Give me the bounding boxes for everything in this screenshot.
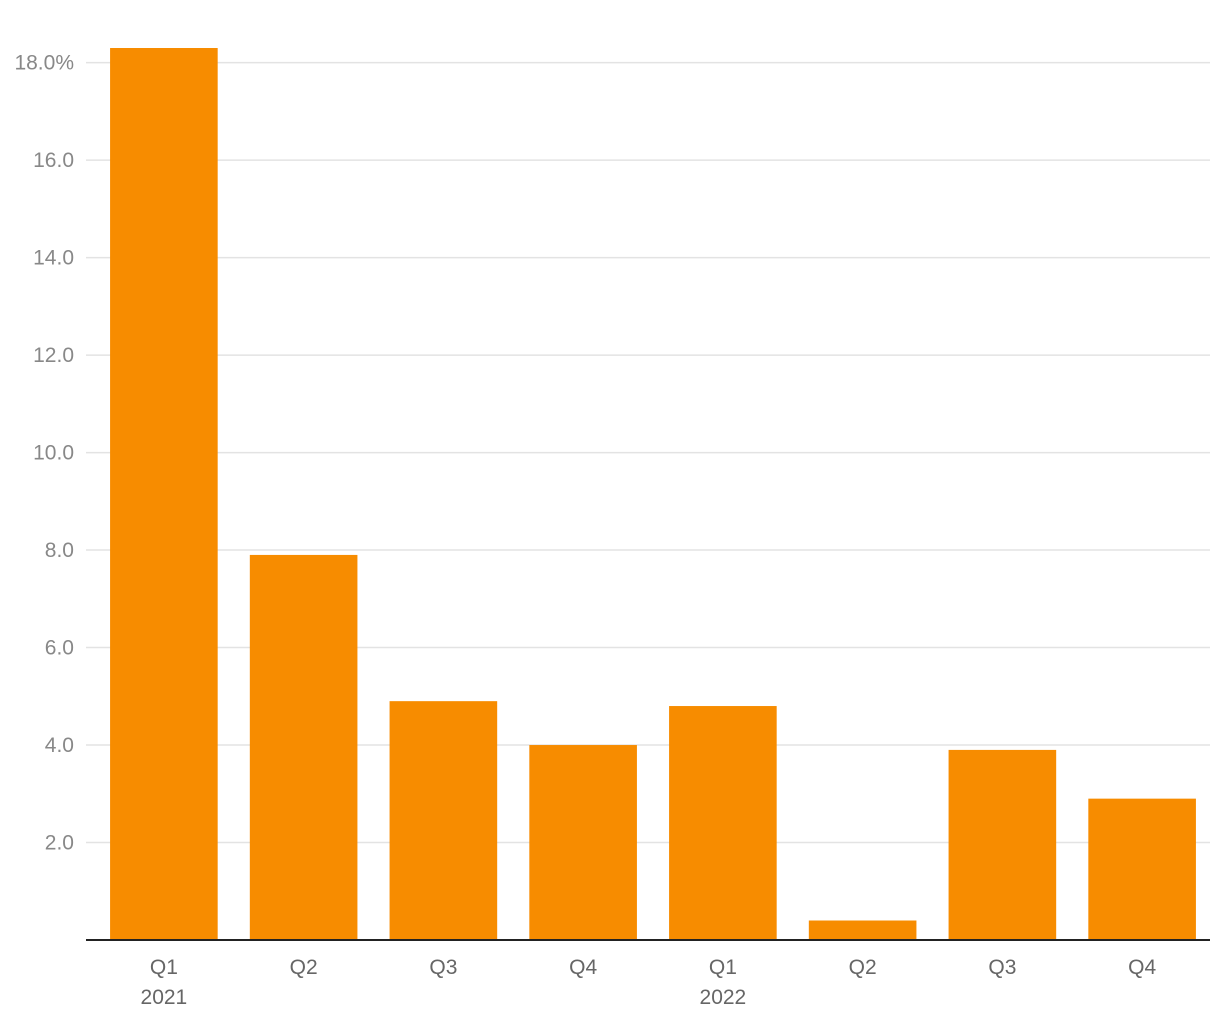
y-tick-label: 8.0 bbox=[45, 539, 74, 562]
y-tick-label: 16.0 bbox=[33, 149, 74, 172]
bars bbox=[110, 48, 1196, 940]
x-tick-label: Q3 bbox=[429, 956, 457, 979]
y-tick-label: 2.0 bbox=[45, 832, 74, 855]
x-year-label: 2022 bbox=[700, 986, 747, 1009]
x-tick-label: Q1 bbox=[709, 956, 737, 979]
y-tick-label: 12.0 bbox=[33, 344, 74, 367]
y-tick-label: 6.0 bbox=[45, 637, 74, 660]
x-year-label: 2021 bbox=[141, 986, 188, 1009]
bar bbox=[669, 706, 777, 940]
x-tick-label: Q2 bbox=[290, 956, 318, 979]
bar bbox=[110, 48, 218, 940]
x-axis-tick-labels: Q1 2021 Q2 Q3 Q4 Q1 2022 Q2 Q3 Q4 bbox=[141, 956, 1157, 1009]
x-tick-label: Q1 bbox=[150, 956, 178, 979]
y-tick-label: 14.0 bbox=[33, 247, 74, 270]
y-tick-label: 4.0 bbox=[45, 734, 74, 757]
bar bbox=[249, 554, 358, 940]
bar bbox=[389, 701, 498, 940]
x-tick-label: Q2 bbox=[849, 956, 877, 979]
x-tick-label: Q4 bbox=[569, 956, 597, 979]
y-tick-label: 10.0 bbox=[33, 442, 74, 465]
y-tick-label: 18.0% bbox=[14, 52, 74, 75]
x-tick-label: Q4 bbox=[1128, 956, 1156, 979]
bar bbox=[808, 920, 917, 940]
bar bbox=[1088, 798, 1196, 940]
y-axis-tick-labels: 2.0 4.0 6.0 8.0 10.0 12.0 14.0 16.0 18.0% bbox=[14, 52, 74, 855]
bar bbox=[529, 745, 637, 940]
x-tick-label: Q3 bbox=[988, 956, 1016, 979]
bar bbox=[948, 749, 1057, 940]
